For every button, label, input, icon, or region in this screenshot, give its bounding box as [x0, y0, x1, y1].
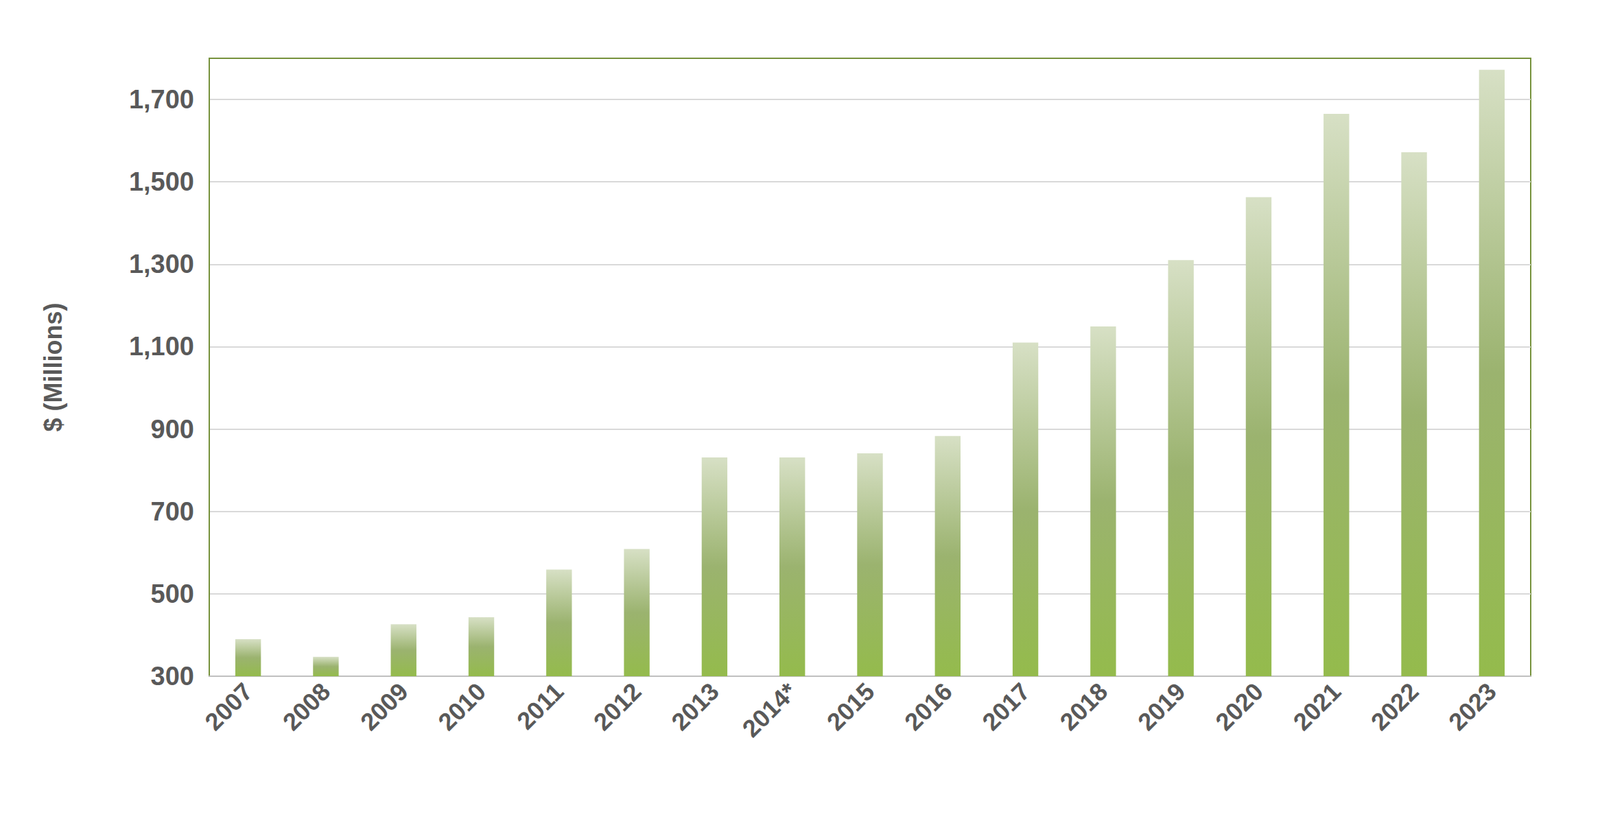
svg-text:2021: 2021: [1287, 677, 1347, 737]
svg-text:900: 900: [150, 415, 195, 444]
svg-text:2008: 2008: [277, 677, 337, 737]
svg-text:2020: 2020: [1209, 677, 1269, 737]
svg-text:300: 300: [150, 662, 195, 691]
svg-text:2013: 2013: [665, 677, 725, 737]
svg-text:2010: 2010: [432, 677, 492, 737]
svg-text:2019: 2019: [1132, 677, 1192, 737]
svg-text:2016: 2016: [898, 677, 958, 737]
svg-text:500: 500: [150, 579, 195, 609]
svg-text:2017: 2017: [976, 677, 1036, 737]
svg-text:$ (Millions): $ (Millions): [39, 303, 68, 433]
svg-text:2007: 2007: [199, 677, 259, 737]
svg-text:2018: 2018: [1054, 677, 1114, 737]
svg-text:1,300: 1,300: [128, 249, 195, 279]
svg-text:2011: 2011: [511, 677, 569, 736]
svg-text:2022: 2022: [1365, 677, 1425, 737]
svg-text:2023: 2023: [1442, 677, 1502, 737]
svg-text:1,100: 1,100: [128, 332, 195, 361]
svg-text:2009: 2009: [354, 677, 414, 737]
svg-text:700: 700: [150, 497, 195, 527]
svg-text:2012: 2012: [587, 677, 647, 737]
svg-text:1,500: 1,500: [128, 167, 195, 197]
svg-text:2014*: 2014*: [736, 677, 803, 744]
svg-text:2015: 2015: [821, 677, 881, 737]
svg-text:1,700: 1,700: [128, 85, 195, 114]
